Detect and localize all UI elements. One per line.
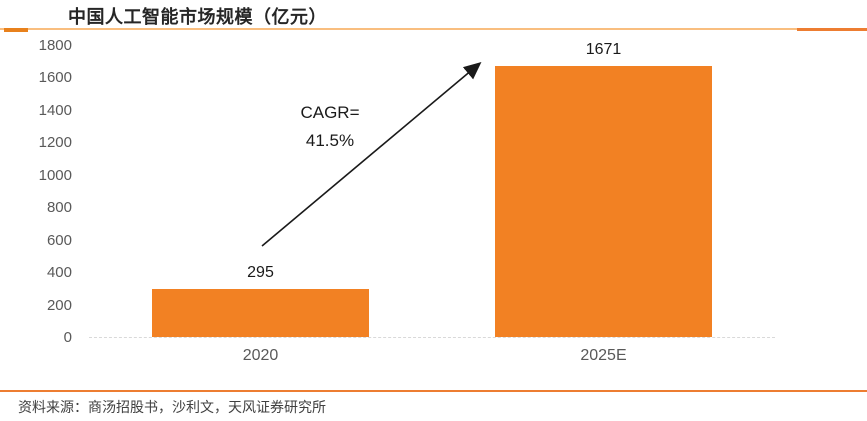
y-tick-label: 1400 <box>38 101 72 119</box>
y-tick-label: 400 <box>46 264 72 282</box>
y-tick-label: 0 <box>63 329 72 346</box>
header-rule-accent-right <box>797 28 867 31</box>
y-tick-label: 800 <box>46 199 72 217</box>
y-tick-label: 200 <box>46 296 72 314</box>
plot-area: 295 2020 1671 2025E <box>89 41 775 364</box>
y-tick-label: 1200 <box>38 134 72 152</box>
page-title: 中国人工智能市场规模（亿元） <box>68 7 327 27</box>
y-tick-label: 1000 <box>38 166 72 184</box>
x-tick-label: 2025E <box>580 347 627 364</box>
y-tick-label: 600 <box>46 231 72 249</box>
footer-rule <box>0 390 867 392</box>
y-tick-label: 1800 <box>38 37 72 54</box>
cagr-annotation: CAGR= 41.5% <box>280 99 380 155</box>
cagr-annotation-line2: 41.5% <box>305 131 355 150</box>
cagr-arrow <box>261 61 482 247</box>
bar-value-label: 295 <box>247 264 274 281</box>
bar-value-label: 1671 <box>585 41 622 58</box>
bar-2025E <box>495 66 712 337</box>
cagr-annotation-line1: CAGR= <box>300 103 360 122</box>
header-rule-accent-left <box>4 28 28 32</box>
y-tick-label: 1600 <box>38 69 72 87</box>
header-rule <box>0 28 867 30</box>
bar-2020 <box>152 289 369 337</box>
x-tick-label: 2020 <box>242 347 279 364</box>
source-text: 资料来源：商汤招股书，沙利文，天风证券研究所 <box>18 399 326 415</box>
